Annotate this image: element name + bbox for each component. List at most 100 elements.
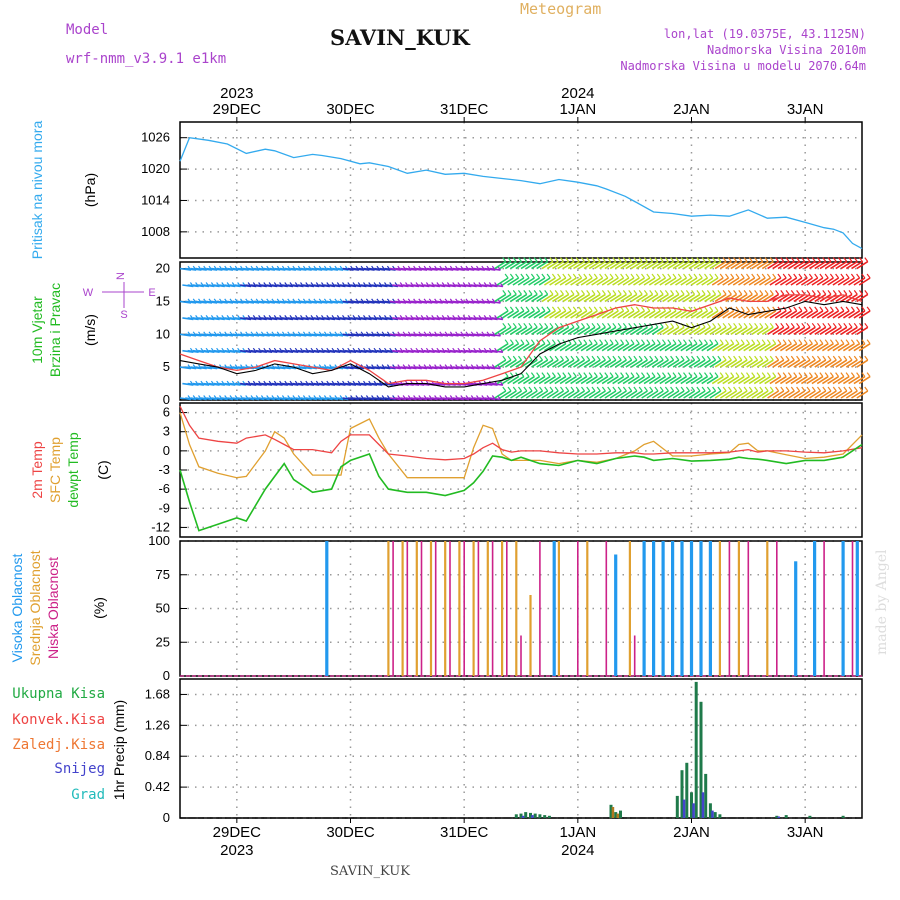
wind-barb-flag <box>866 339 871 345</box>
pressure-ytick-label: 1026 <box>141 130 170 145</box>
wind-barb-flag <box>822 290 827 295</box>
cloud-ytick-label: 0 <box>163 668 170 683</box>
temperature-ytick-label: 6 <box>163 405 170 420</box>
wind-barb <box>520 326 533 335</box>
wind-barb <box>667 326 680 335</box>
wind-barb <box>722 277 735 286</box>
wind-barb <box>730 390 743 399</box>
wind-barb <box>793 326 806 335</box>
wind-barb <box>725 390 738 399</box>
wind-barb <box>756 390 769 399</box>
wind-barb-flag <box>643 355 648 361</box>
wind-barb <box>803 293 816 303</box>
wind-barb <box>580 277 593 286</box>
wind-barb <box>803 390 816 399</box>
wind-barb <box>585 343 598 352</box>
wind-barb <box>549 277 562 286</box>
wind-barb-flag <box>649 355 654 361</box>
temperature-ytick-label: -9 <box>158 500 170 515</box>
wind-barb <box>541 390 554 399</box>
wind-barb-flag <box>607 257 612 262</box>
wind-barb <box>552 359 564 368</box>
wind-barb-flag <box>614 339 619 345</box>
low-cloud-bar <box>434 541 437 676</box>
wind-barb <box>751 260 764 270</box>
wind-barb <box>785 277 798 286</box>
wind-barb-flag <box>583 273 588 279</box>
wind-barb <box>501 310 514 319</box>
wind-barb-flag <box>733 322 738 328</box>
snow-precip-bar <box>682 799 686 818</box>
wind-barb-flag <box>654 257 659 262</box>
wind-barb-flag <box>803 372 808 377</box>
wind-barb-flag <box>756 339 761 345</box>
wind-barb-flag <box>630 273 635 279</box>
wind-barb <box>738 343 750 352</box>
wind-barb-flag <box>817 386 821 392</box>
wind-barb <box>761 390 774 399</box>
wind-barb <box>693 260 706 270</box>
wind-barb <box>609 293 622 303</box>
wind-barb-flag <box>622 257 627 262</box>
wind-barb <box>593 326 606 335</box>
high-cloud-bar <box>671 541 675 676</box>
wind-barb-flag <box>856 273 861 279</box>
wind-barb-flag <box>738 386 743 392</box>
wind-barb-flag <box>533 257 538 262</box>
wind-barb-flag <box>817 290 821 295</box>
wind-barb-flag <box>570 290 575 295</box>
wind-barb-flag <box>803 339 808 345</box>
temperature-ytick-label: -6 <box>158 481 170 496</box>
wind-barb-flag <box>714 306 719 312</box>
wind-barb-flag <box>625 306 630 312</box>
wind-barb <box>785 343 798 352</box>
wind-barb-flag <box>796 386 801 392</box>
wind-barb <box>690 277 703 286</box>
wind-barb <box>761 359 774 368</box>
wind-barb-flag <box>769 290 774 295</box>
cloud-unit-label: (%) <box>91 597 107 619</box>
wind-barb-flag <box>722 290 727 295</box>
wind-barb-flag <box>512 355 517 361</box>
wind-barb <box>835 326 848 335</box>
wind-barb <box>515 326 528 335</box>
high-cloud-bar <box>652 541 656 676</box>
wind-barb-flag <box>546 273 551 279</box>
wind-barb-flag <box>601 355 606 361</box>
wind-barb <box>491 382 504 386</box>
wind-barb <box>677 359 690 368</box>
wind-barb <box>706 375 719 385</box>
high-cloud-bar <box>689 541 694 676</box>
wind-barb <box>824 260 837 270</box>
wind-barb-flag <box>866 306 871 312</box>
wind-barb <box>788 293 801 303</box>
wind-barb <box>507 277 520 286</box>
wind-barb <box>567 326 580 335</box>
wind-barb <box>769 375 782 385</box>
wind-barb-flag <box>764 355 769 361</box>
wind-barb <box>696 277 708 286</box>
wind-barb <box>599 260 612 270</box>
wind-barb-flag <box>801 290 806 295</box>
wind-barb <box>575 343 588 352</box>
wind-barb-flag <box>541 273 546 279</box>
temperature-panel: -12 -9 -6 -3 0 3 6 <box>151 402 863 538</box>
wind-barb-flag <box>662 273 666 279</box>
wind-barb-flag <box>683 339 687 345</box>
wind-barb-flag <box>607 322 612 328</box>
wind-barb-flag <box>560 355 564 361</box>
wind-barb <box>706 310 719 319</box>
wind-barb-flag <box>667 372 672 377</box>
mid-cloud-axis-title: Srednja Oblacnost <box>27 550 43 665</box>
wind-barb-flag <box>775 386 780 392</box>
wind-barb-flag <box>607 290 612 295</box>
wind-barb <box>646 390 659 399</box>
wind-barb-flag <box>722 386 727 392</box>
wind-barb <box>543 375 556 385</box>
wind-barb <box>580 310 593 319</box>
wind-barb-flag <box>719 339 724 345</box>
wind-barb <box>541 293 554 303</box>
wind-barb <box>809 326 821 335</box>
wind-barb <box>641 359 654 368</box>
wind-barb-flag <box>850 339 855 345</box>
